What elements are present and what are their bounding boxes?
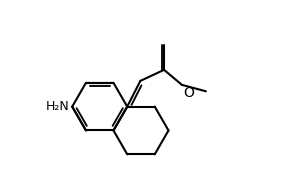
Text: H₂N: H₂N	[46, 100, 69, 113]
Text: O: O	[184, 86, 195, 100]
